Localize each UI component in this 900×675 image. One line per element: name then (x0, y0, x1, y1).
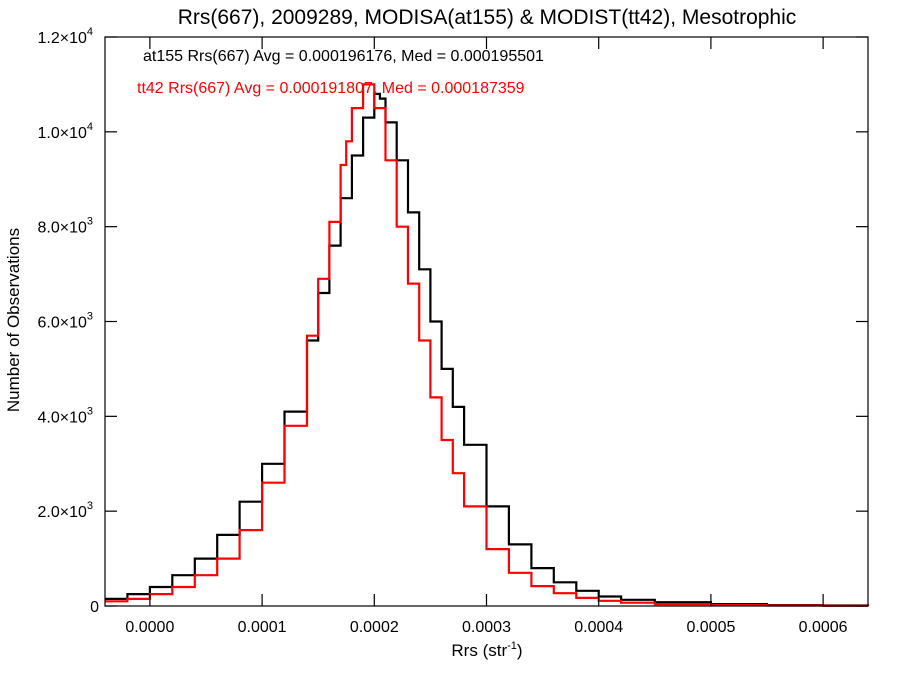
x-tick-label-5: 0.0005 (686, 619, 735, 636)
x-axis: 0.0000 0.0001 0.0002 0.0003 0.0004 0.0005 0.00… (125, 37, 848, 636)
x-axis-label-suffix: ) (517, 641, 523, 660)
x-tick-label-0: 0.0000 (125, 619, 174, 636)
x-axis-label-text: Rrs (str (451, 641, 507, 660)
plot-area (105, 83, 870, 607)
x-tick-label-1: 0.0001 (238, 619, 287, 636)
series-line-1 (105, 83, 870, 607)
y-tick-label-1: 2.0×103 (37, 500, 93, 521)
y-tick-label-6: 1.2×104 (37, 26, 93, 47)
annotation-tt42: tt42 Rrs(667) Avg = 0.000191807, Med = 0… (137, 80, 525, 97)
x-tick-label-2: 0.0002 (350, 619, 399, 636)
chart-title: Rrs(667), 2009289, MODISA(at155) & MODIS… (178, 6, 797, 29)
x-tick-label-3: 0.0003 (462, 619, 511, 636)
x-axis-label-exponent: -1 (507, 640, 517, 652)
y-tick-label-0: 0 (90, 599, 99, 616)
x-axis-label: Rrs (str-1) (451, 640, 522, 660)
y-tick-label-2: 4.0×103 (37, 405, 93, 426)
y-axis-label: Number of Observations (4, 228, 23, 412)
annotation-at155: at155 Rrs(667) Avg = 0.000196176, Med = … (143, 48, 544, 65)
x-tick-label-4: 0.0004 (574, 619, 623, 636)
y-axis: 0 2.0×103 4.0×103 6.0×103 8.0×103 1.0×104 1.2×… (37, 26, 868, 616)
y-tick-label-3: 6.0×103 (37, 311, 93, 332)
y-tick-label-5: 1.0×104 (37, 121, 93, 142)
y-tick-label-4: 8.0×103 (37, 216, 93, 237)
x-tick-label-6: 0.0006 (799, 619, 848, 636)
